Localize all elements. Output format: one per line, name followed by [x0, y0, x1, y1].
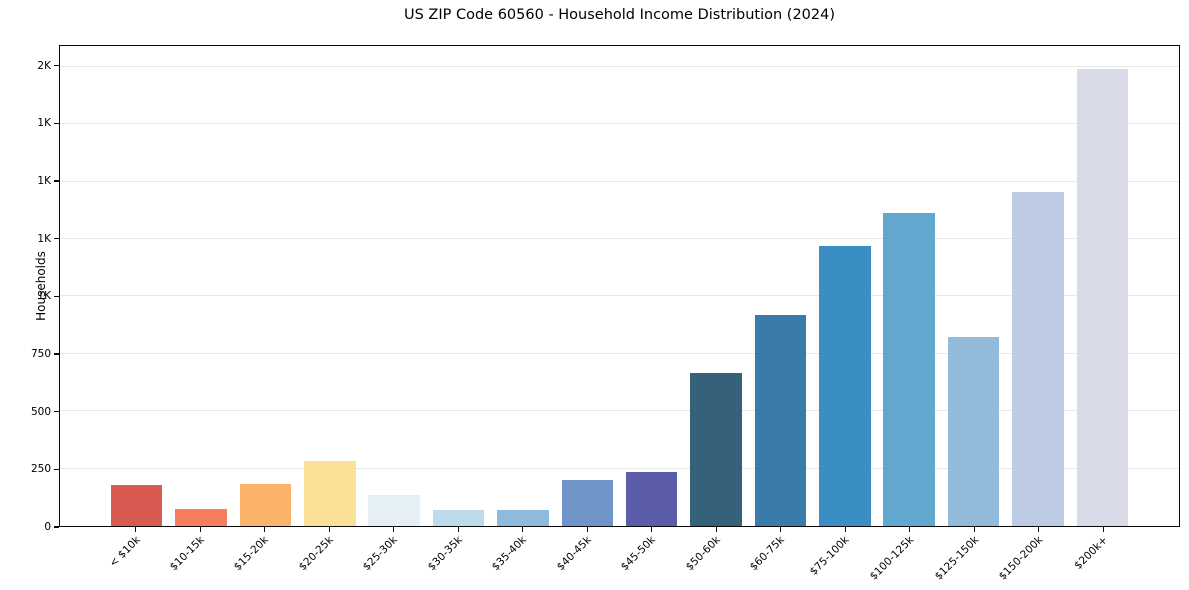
x-tick-label: $150-200k	[996, 534, 1046, 583]
x-tick-mark	[715, 527, 717, 532]
x-tick-label: $35-40k	[490, 534, 530, 574]
bar	[497, 509, 549, 526]
x-tick-mark	[522, 527, 524, 532]
x-tick-mark	[1102, 527, 1104, 532]
x-tick-mark	[844, 527, 846, 532]
y-tick-label: 1K	[37, 117, 51, 130]
x-tick-mark	[135, 527, 137, 532]
bar	[561, 480, 614, 526]
gridline	[60, 295, 1179, 297]
gridline	[60, 180, 1179, 182]
y-tick-label: 250	[30, 463, 51, 476]
y-tick-label: 2K	[37, 59, 51, 72]
x-tick-label: < $10k	[106, 534, 143, 570]
bar	[754, 314, 807, 526]
bar	[690, 373, 742, 526]
x-tick-label: $75-100k	[807, 534, 852, 578]
bar	[625, 472, 678, 526]
y-tick-mark	[54, 122, 59, 124]
x-tick-label: $15-20k	[232, 534, 272, 574]
x-tick-mark	[199, 527, 201, 532]
bar	[883, 212, 935, 526]
x-tick-label: $200k+	[1071, 534, 1110, 572]
bar	[110, 484, 163, 526]
x-tick-label: $60-75k	[748, 534, 788, 574]
x-tick-mark	[264, 527, 266, 532]
x-tick-mark	[1038, 527, 1040, 532]
y-tick-mark	[54, 238, 59, 240]
y-tick-mark	[54, 526, 59, 528]
y-tick-mark	[54, 180, 59, 182]
bar	[1012, 191, 1064, 526]
gridline	[60, 65, 1179, 67]
y-tick-mark	[54, 411, 59, 413]
y-tick-mark	[54, 468, 59, 470]
x-tick-mark	[328, 527, 330, 532]
gridline	[60, 237, 1179, 239]
x-tick-mark	[586, 527, 588, 532]
x-tick-label: $125-150k	[932, 534, 981, 583]
y-tick-label: 750	[30, 348, 51, 361]
x-tick-label: $20-25k	[296, 534, 336, 574]
bar	[239, 483, 292, 526]
x-tick-label: $25-30k	[361, 534, 401, 574]
plot-area	[59, 45, 1180, 527]
y-tick-label: 1K	[37, 232, 51, 245]
y-tick-label: 1K	[37, 175, 51, 188]
y-tick-label: 0	[44, 521, 51, 533]
bar	[819, 245, 871, 526]
x-tick-mark	[973, 527, 975, 532]
y-axis-label: Households	[33, 251, 48, 321]
gridline	[60, 123, 1179, 125]
x-tick-label: $45-50k	[619, 534, 659, 574]
gridline	[60, 352, 1179, 354]
y-tick-label: 1K	[37, 290, 51, 303]
x-tick-mark	[909, 527, 911, 532]
bar	[175, 508, 227, 526]
x-tick-mark	[457, 527, 459, 532]
x-tick-label: $40-45k	[554, 534, 594, 574]
y-tick-mark	[54, 65, 59, 67]
y-tick-label: 500	[30, 405, 51, 418]
x-tick-mark	[393, 527, 395, 532]
x-tick-label: $10-15k	[167, 534, 207, 574]
y-tick-mark	[54, 295, 59, 297]
bar	[947, 336, 1000, 526]
x-tick-label: $30-35k	[425, 534, 465, 574]
gridline	[60, 410, 1179, 412]
x-tick-mark	[651, 527, 653, 532]
y-tick-mark	[54, 353, 59, 355]
bar	[368, 494, 420, 526]
bar	[1076, 68, 1129, 526]
bar	[304, 460, 356, 526]
x-tick-label: $100-125k	[867, 534, 917, 583]
x-tick-label: $50-60k	[683, 534, 723, 574]
gridline	[60, 467, 1179, 469]
bar	[432, 509, 485, 526]
chart-title: US ZIP Code 60560 - Household Income Dis…	[403, 7, 836, 23]
x-tick-mark	[780, 527, 782, 532]
